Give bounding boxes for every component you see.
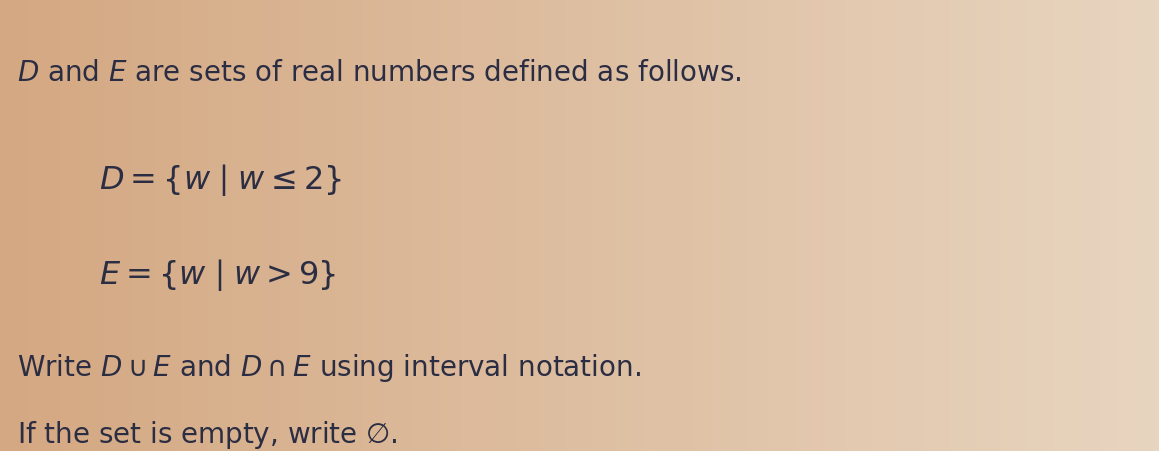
Text: $D$ and $E$ are sets of real numbers defined as follows.: $D$ and $E$ are sets of real numbers def… [17,59,742,87]
Text: $E = \{w \mid w > 9\}$: $E = \{w \mid w > 9\}$ [99,257,335,293]
Text: Write $D \cup E$ and $D \cap E$ using interval notation.: Write $D \cup E$ and $D \cap E$ using in… [17,352,641,384]
Text: $D = \{w \mid w \leq 2\}$: $D = \{w \mid w \leq 2\}$ [99,162,342,198]
Text: If the set is empty, write $\varnothing$.: If the set is empty, write $\varnothing$… [17,419,398,451]
